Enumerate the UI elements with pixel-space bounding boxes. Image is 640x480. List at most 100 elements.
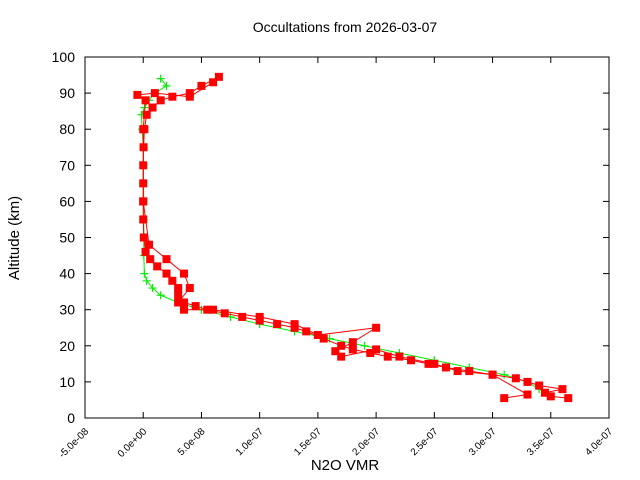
data-point-square	[558, 385, 567, 394]
x-tick-label: -5.0e-08	[57, 426, 91, 460]
x-tick-label: 1.5e-07	[292, 426, 324, 458]
data-point-square	[372, 345, 381, 354]
data-point-square	[139, 197, 148, 206]
data-point-plus	[360, 341, 369, 350]
x-tick-label: 3.0e-07	[467, 426, 499, 458]
data-point-square	[348, 338, 357, 347]
y-tick-label: 90	[59, 85, 75, 101]
data-point-square	[179, 269, 188, 278]
data-point-plus	[162, 81, 171, 90]
data-point-square	[185, 284, 194, 293]
chart-title: Occultations from 2026-03-07	[253, 19, 438, 35]
y-tick-label: 70	[59, 157, 75, 173]
data-point-plus	[500, 370, 509, 379]
data-point-square	[546, 392, 555, 401]
y-tick-label: 10	[59, 374, 75, 390]
data-point-square	[453, 367, 462, 376]
data-point-square	[168, 276, 177, 285]
data-point-square	[191, 302, 200, 311]
x-tick-label: 4.0e-07	[583, 426, 615, 458]
data-point-plus	[156, 291, 165, 300]
data-point-square	[220, 309, 229, 318]
y-tick-label: 0	[67, 410, 75, 426]
series-0	[137, 74, 555, 401]
data-point-square	[255, 312, 264, 321]
data-point-square	[185, 92, 194, 101]
data-point-square	[488, 370, 497, 379]
data-point-square	[337, 341, 346, 350]
data-point-square	[179, 298, 188, 307]
data-point-square	[150, 89, 159, 98]
data-point-square	[407, 356, 416, 365]
data-point-square	[238, 312, 247, 321]
y-axis-label: Altitude (km)	[6, 196, 23, 280]
data-point-square	[148, 103, 157, 112]
series-line	[135, 81, 529, 399]
y-tick-label: 50	[59, 230, 75, 246]
data-point-square	[209, 78, 218, 87]
x-axis-label: N2O VMR	[311, 457, 380, 474]
data-point-square	[540, 388, 549, 397]
data-point-square	[141, 96, 150, 105]
data-point-square	[145, 240, 154, 249]
data-point-square	[162, 269, 171, 278]
data-point-square	[313, 330, 322, 339]
data-point-square	[564, 394, 573, 403]
data-point-square	[424, 359, 433, 368]
data-point-square	[500, 394, 509, 403]
data-point-square	[139, 125, 148, 134]
data-point-square	[273, 320, 282, 329]
y-tick-label: 60	[59, 193, 75, 209]
x-tick-label: 2.5e-07	[409, 426, 441, 458]
data-point-square	[395, 352, 404, 361]
data-point-square	[372, 323, 381, 332]
plot-border	[84, 56, 610, 419]
data-point-square	[535, 381, 544, 390]
data-point-square	[290, 320, 299, 329]
data-point-square	[142, 110, 151, 119]
data-point-square	[523, 390, 532, 399]
data-point-square	[331, 347, 340, 356]
data-point-square	[153, 262, 162, 271]
data-point-square	[146, 255, 155, 264]
data-point-plus	[156, 74, 165, 83]
data-point-square	[174, 298, 183, 307]
y-tick-label: 40	[59, 266, 75, 282]
data-point-plus	[140, 269, 149, 278]
data-point-square	[141, 247, 150, 256]
x-tick-label: 2.0e-07	[350, 426, 382, 458]
x-tick-label: 1.0e-07	[234, 426, 266, 458]
data-point-square	[523, 377, 532, 386]
data-point-square	[383, 352, 392, 361]
data-point-square	[162, 255, 171, 264]
data-point-square	[139, 215, 148, 224]
data-point-square	[209, 305, 218, 314]
y-tick-label: 20	[59, 338, 75, 354]
data-point-square	[337, 352, 346, 361]
data-point-plus	[148, 284, 157, 293]
data-point-square	[430, 359, 439, 368]
y-tick-label: 100	[52, 49, 76, 65]
data-point-square	[511, 374, 520, 383]
x-tick-label: 3.5e-07	[525, 426, 557, 458]
data-point-square	[214, 72, 223, 81]
axes: -5.0e-08 0.0e+00 5.0e-08 1.0e-07 1.5e-07 2.0e…	[52, 49, 616, 460]
data-point-square	[319, 334, 328, 343]
data-point-square	[179, 305, 188, 314]
plot-marks	[133, 72, 573, 403]
data-point-square	[174, 291, 183, 300]
data-point-square	[139, 233, 148, 242]
data-point-plus	[142, 276, 151, 285]
series-1	[133, 72, 573, 403]
data-point-square	[366, 349, 375, 358]
x-tick-label: 5.0e-08	[176, 426, 208, 458]
data-point-square	[302, 327, 311, 336]
series-line	[140, 78, 552, 397]
data-point-square	[156, 96, 165, 105]
y-tick-label: 30	[59, 302, 75, 318]
data-point-square	[465, 367, 474, 376]
data-point-square	[348, 345, 357, 354]
data-point-square	[197, 81, 206, 90]
y-tick-label: 80	[59, 121, 75, 137]
